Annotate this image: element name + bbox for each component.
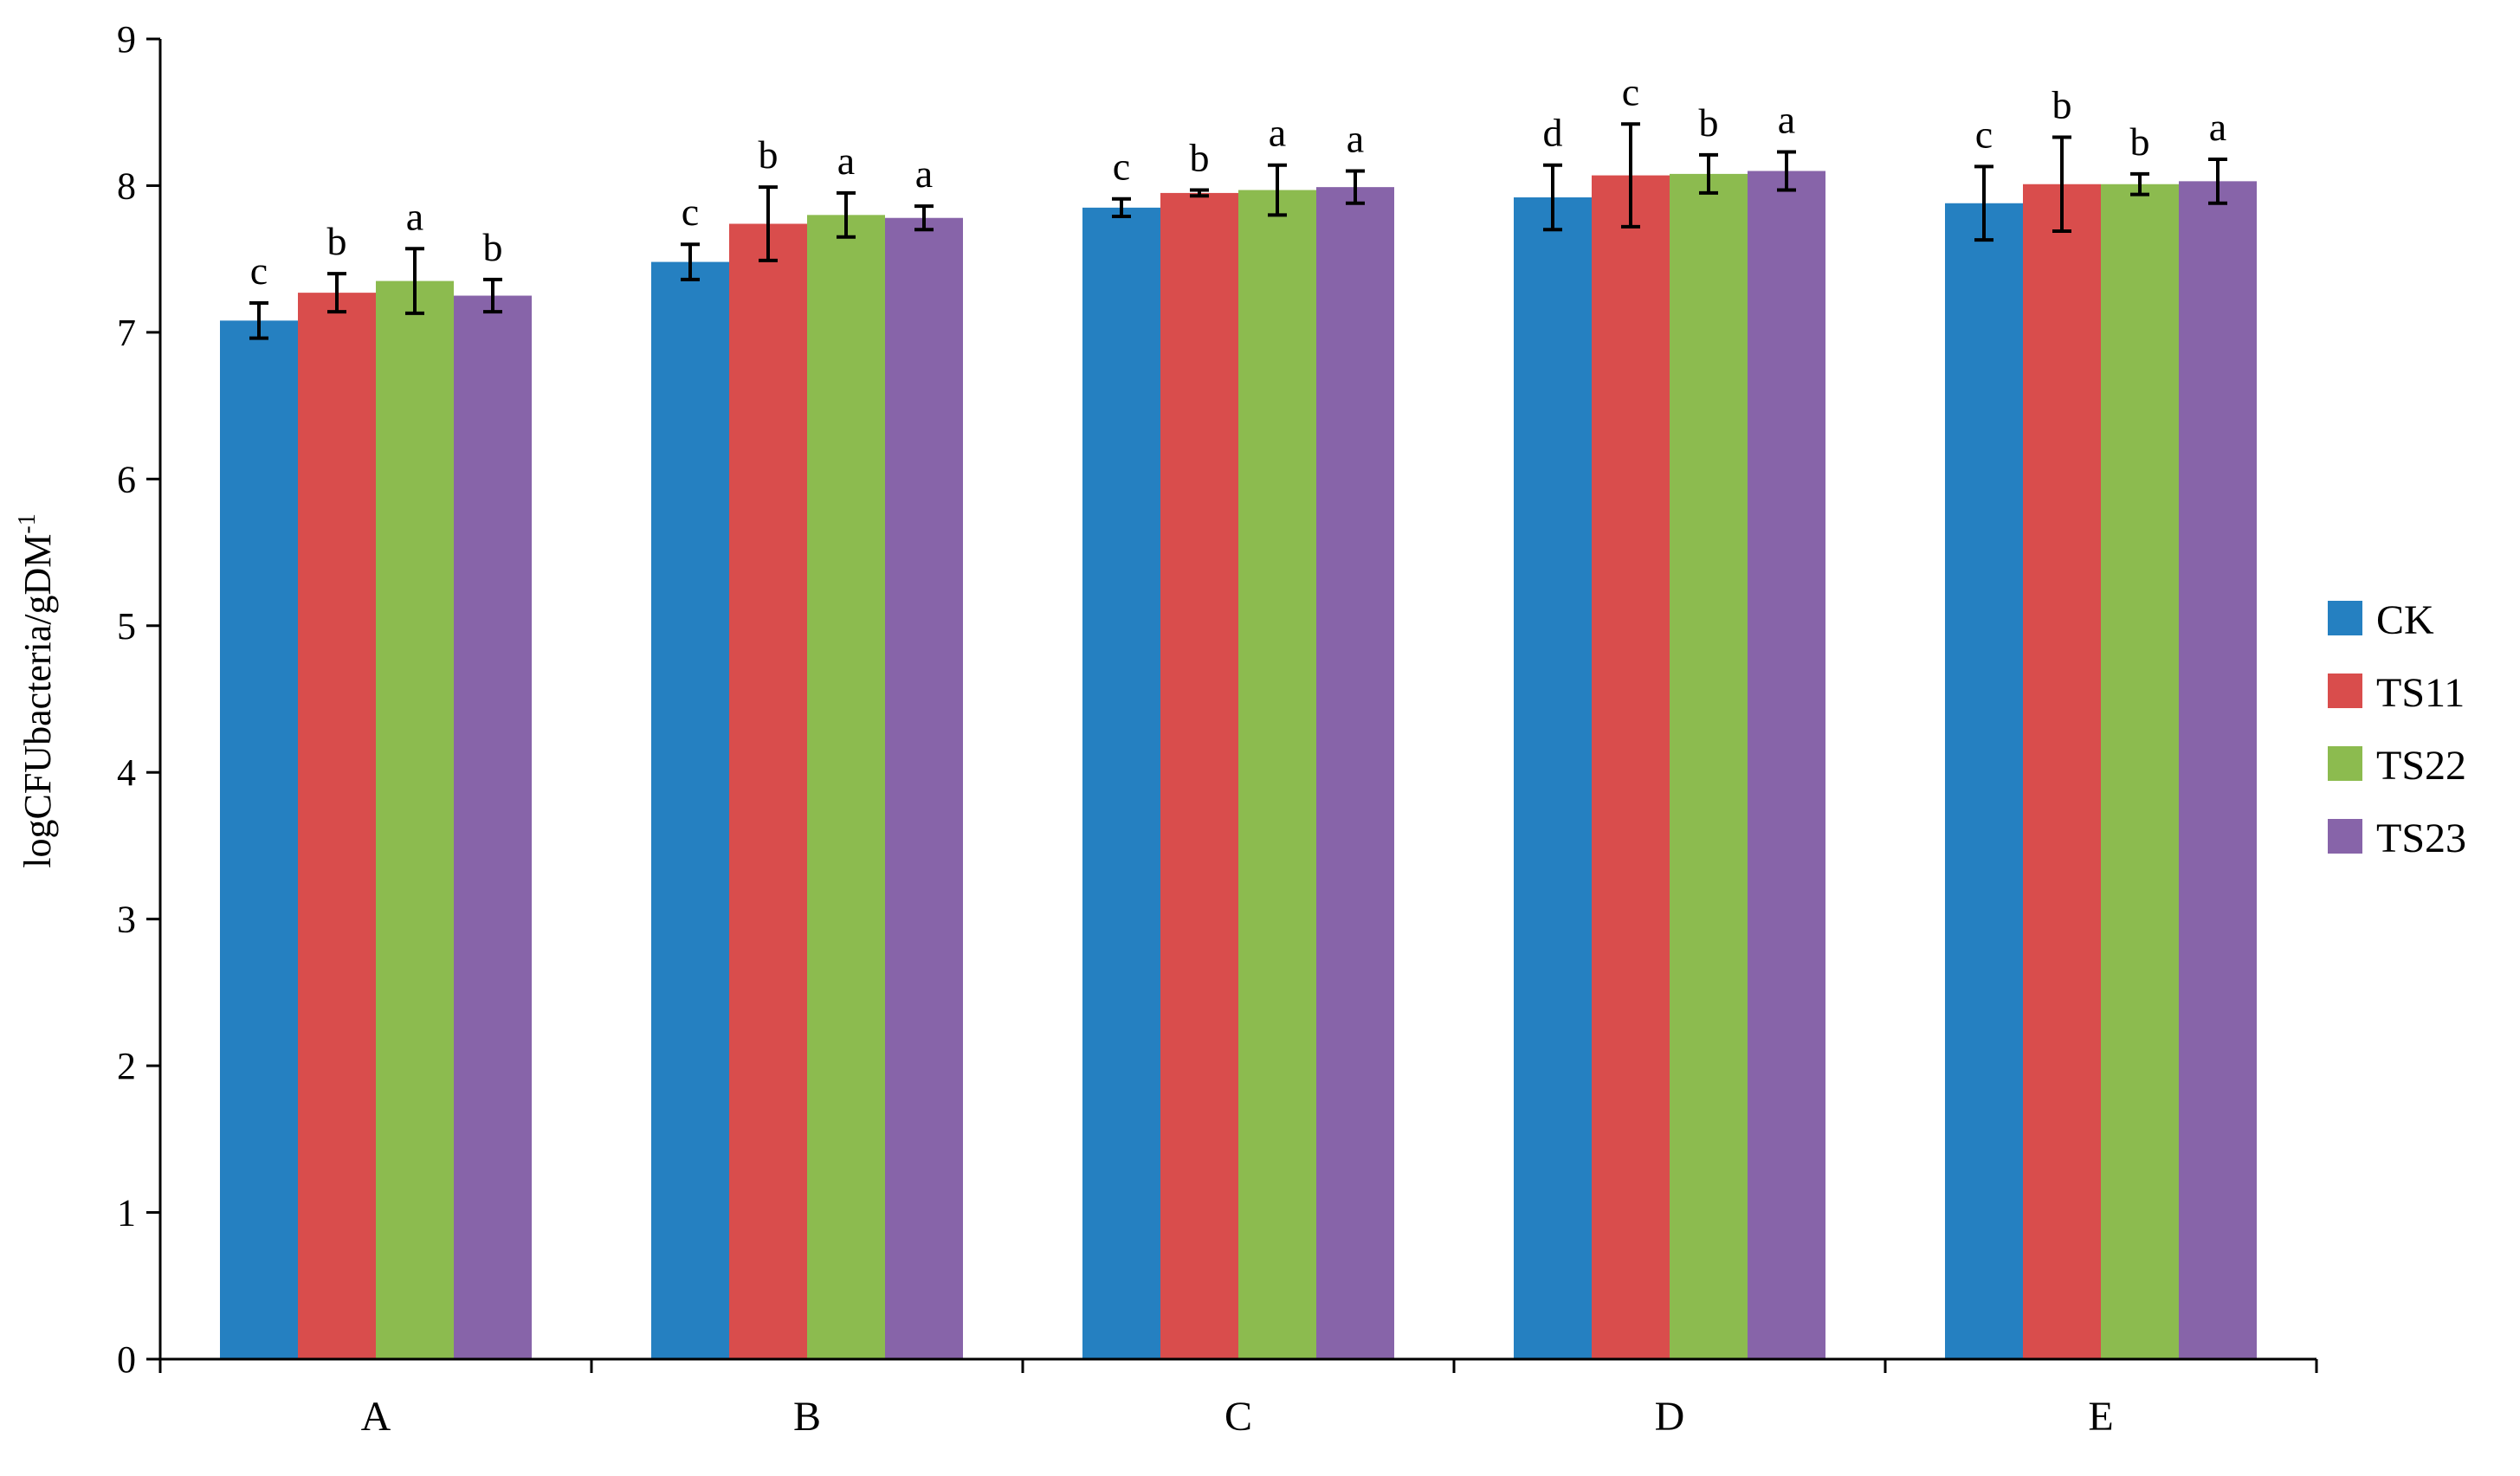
- bars-layer: [220, 171, 2257, 1360]
- x-tick-label-B: B: [793, 1394, 821, 1440]
- significance-letter-E-TS23: a: [2209, 105, 2226, 149]
- significance-letter-A-CK: c: [250, 248, 268, 293]
- significance-letter-D-TS11: c: [1622, 69, 1639, 113]
- legend-swatch-CK: [2328, 601, 2362, 635]
- y-axis-label: logCFUbacteria/gDM-1: [14, 513, 59, 868]
- significance-letter-D-TS22: b: [1699, 100, 1719, 145]
- bar-D-CK: [1514, 197, 1592, 1359]
- significance-letters-layer: c b a b c b a a c b a a d c b a c b b a: [250, 69, 2226, 293]
- legend-label-TS22: TS22: [2376, 743, 2466, 789]
- y-tick-label-0: 0: [117, 1338, 136, 1381]
- significance-letter-A-TS22: a: [406, 194, 423, 238]
- y-tick-label-5: 5: [117, 605, 136, 648]
- significance-letter-C-CK: c: [1113, 145, 1130, 189]
- significance-letter-C-TS22: a: [1269, 111, 1286, 155]
- bar-B-TS23: [885, 217, 963, 1360]
- y-tick-label-9: 9: [117, 18, 136, 61]
- y-tick-label-1: 1: [117, 1192, 136, 1234]
- significance-letter-D-TS23: a: [1778, 97, 1795, 141]
- significance-letter-A-TS23: b: [483, 225, 503, 269]
- bar-C-TS11: [1160, 192, 1238, 1360]
- y-tick-label-8: 8: [117, 164, 136, 207]
- significance-letter-C-TS23: a: [1347, 117, 1364, 161]
- y-tick-label-7: 7: [117, 312, 136, 354]
- legend-swatch-TS11: [2328, 674, 2362, 708]
- error-bars-layer: [249, 122, 2227, 340]
- significance-letter-B-TS11: b: [759, 132, 779, 177]
- y-axis-label-superscript: -1: [14, 513, 41, 533]
- bar-D-TS23: [1748, 171, 1825, 1359]
- bar-B-CK: [651, 261, 729, 1359]
- bar-B-TS11: [729, 223, 807, 1359]
- significance-letter-C-TS11: b: [1190, 136, 1210, 180]
- x-tick-label-A: A: [361, 1394, 391, 1440]
- legend-swatch-TS23: [2328, 819, 2362, 854]
- legend-label-CK: CK: [2376, 597, 2434, 643]
- bar-A-CK: [220, 320, 298, 1359]
- bar-C-TS23: [1316, 187, 1394, 1359]
- bar-E-TS22: [2101, 184, 2179, 1359]
- legend: CK TS11 TS22 TS23: [2328, 597, 2466, 861]
- y-tick-label-3: 3: [117, 899, 136, 941]
- y-tick-label-4: 4: [117, 751, 136, 794]
- y-axis-label-text: logCFUbacteria/gDM: [16, 534, 59, 868]
- bar-D-TS22: [1670, 173, 1748, 1359]
- bar-B-TS22: [807, 215, 885, 1359]
- bar-E-TS11: [2023, 184, 2101, 1359]
- legend-label-TS11: TS11: [2376, 670, 2465, 716]
- bar-C-TS22: [1238, 190, 1316, 1359]
- significance-letter-D-CK: d: [1543, 111, 1563, 155]
- y-tick-label-2: 2: [117, 1045, 136, 1087]
- bar-E-TS23: [2179, 181, 2257, 1360]
- significance-letter-A-TS11: b: [327, 219, 347, 263]
- significance-letter-B-CK: c: [682, 190, 699, 234]
- bar-A-TS11: [298, 293, 376, 1359]
- axes-layer: 0 1 2 3 4 5 6 7 8 9 A B C D E: [117, 18, 2318, 1440]
- bar-D-TS11: [1592, 175, 1670, 1359]
- legend-swatch-TS22: [2328, 746, 2362, 781]
- x-tick-label-C: C: [1224, 1394, 1252, 1440]
- significance-letter-B-TS22: a: [837, 139, 855, 183]
- legend-label-TS23: TS23: [2376, 815, 2466, 861]
- y-tick-label-6: 6: [117, 458, 136, 500]
- bar-E-CK: [1945, 203, 2023, 1359]
- bar-A-TS23: [454, 295, 532, 1359]
- x-tick-label-D: D: [1655, 1394, 1685, 1440]
- bar-A-TS22: [376, 280, 454, 1359]
- bar-C-CK: [1082, 207, 1160, 1360]
- significance-letter-B-TS23: a: [915, 151, 933, 196]
- significance-letter-E-TS11: b: [2052, 83, 2072, 127]
- x-tick-label-E: E: [2088, 1394, 2113, 1440]
- significance-letter-E-TS22: b: [2130, 119, 2150, 164]
- significance-letter-E-CK: c: [1975, 112, 1993, 156]
